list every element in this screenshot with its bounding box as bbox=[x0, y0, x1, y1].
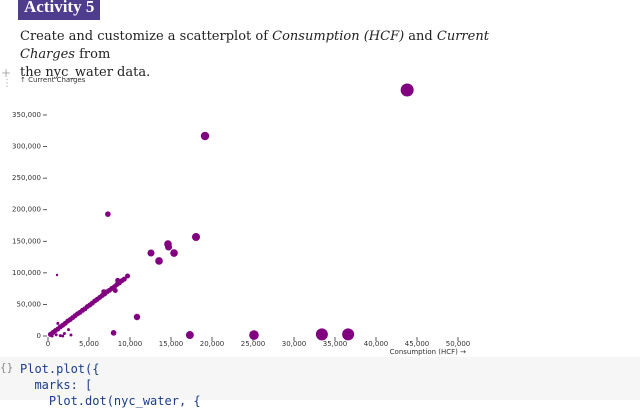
x-tick-label: 25,000 bbox=[241, 340, 266, 348]
dot bbox=[342, 328, 355, 341]
code-line: Plot.plot({ bbox=[20, 362, 100, 376]
dot bbox=[115, 277, 121, 283]
text: the nyc_water data. bbox=[20, 65, 151, 80]
dot bbox=[67, 328, 70, 332]
activity-badge: Activity 5 bbox=[18, 0, 101, 20]
dot bbox=[185, 331, 194, 340]
dot bbox=[50, 334, 54, 338]
code-line: Plot.dot(nyc_water, { bbox=[20, 394, 201, 408]
y-axis-label: ↑ Current Charges bbox=[20, 76, 86, 84]
x-tick-label: 45,000 bbox=[405, 340, 430, 348]
intro-text: Create and customize a scatterplot of Co… bbox=[20, 28, 490, 82]
x-tick-label: 40,000 bbox=[364, 340, 389, 348]
dot bbox=[62, 331, 66, 335]
dot bbox=[121, 276, 127, 282]
y-tick-label: 350,000 bbox=[12, 111, 41, 119]
dot bbox=[155, 257, 163, 265]
dot bbox=[54, 333, 58, 337]
dot bbox=[147, 249, 155, 257]
y-tick-label: 200,000 bbox=[12, 206, 41, 214]
dot bbox=[105, 211, 111, 217]
dot bbox=[101, 289, 107, 295]
code-cell[interactable]: {} Plot.plot({ marks: [ Plot.dot(nyc_wate… bbox=[0, 357, 640, 408]
dot bbox=[170, 249, 178, 257]
text: Current Charges bbox=[20, 29, 489, 62]
code-line: marks: [ bbox=[20, 378, 93, 392]
dot bbox=[112, 288, 118, 294]
dot bbox=[315, 328, 328, 341]
dot bbox=[55, 273, 59, 277]
dot bbox=[58, 334, 62, 338]
text: and bbox=[404, 29, 437, 44]
y-tick-label: 150,000 bbox=[12, 237, 41, 245]
dot bbox=[192, 232, 201, 241]
text: Create and customize a scatterplot of bbox=[20, 29, 273, 44]
x-tick-label: 5,000 bbox=[79, 340, 99, 348]
dot bbox=[56, 321, 60, 325]
x-axis-label: Consumption (HCF) → bbox=[390, 348, 466, 356]
dot bbox=[61, 334, 65, 338]
y-tick-label: 100,000 bbox=[12, 269, 41, 277]
x-tick-label: 15,000 bbox=[159, 340, 184, 348]
chart: ↑ Current Charges Consumption (HCF) → 0 50,… bbox=[12, 76, 471, 356]
dot bbox=[200, 131, 210, 141]
y-tick-label: 300,000 bbox=[12, 143, 41, 151]
x-tick-label: 30,000 bbox=[282, 340, 307, 348]
x-tick-label: 35,000 bbox=[323, 340, 348, 348]
dot bbox=[69, 333, 73, 337]
x-tick-label: 50,000 bbox=[446, 340, 471, 348]
y-tick-label: 0 bbox=[37, 332, 41, 340]
dot bbox=[400, 83, 414, 97]
add-cell[interactable]: + bbox=[1, 66, 12, 80]
dot bbox=[133, 313, 141, 321]
y-tick-label: 250,000 bbox=[12, 174, 41, 182]
x-tick-label: 20,000 bbox=[200, 340, 225, 348]
dot bbox=[125, 273, 131, 279]
dot bbox=[165, 243, 173, 251]
text: from bbox=[74, 47, 111, 62]
code: Plot.plot({ marks: [ Plot.dot(nyc_water,… bbox=[20, 361, 201, 409]
gutter: {} bbox=[0, 361, 14, 374]
x-tick-label: 10,000 bbox=[118, 340, 143, 348]
cell-menu[interactable]: ⋮ bbox=[2, 78, 12, 89]
x-tick-label: 0 bbox=[46, 340, 50, 348]
y-tick-label: 50,000 bbox=[17, 300, 42, 308]
dot bbox=[249, 330, 259, 340]
dot bbox=[110, 330, 117, 336]
text: Consumption (HCF) bbox=[272, 29, 405, 44]
